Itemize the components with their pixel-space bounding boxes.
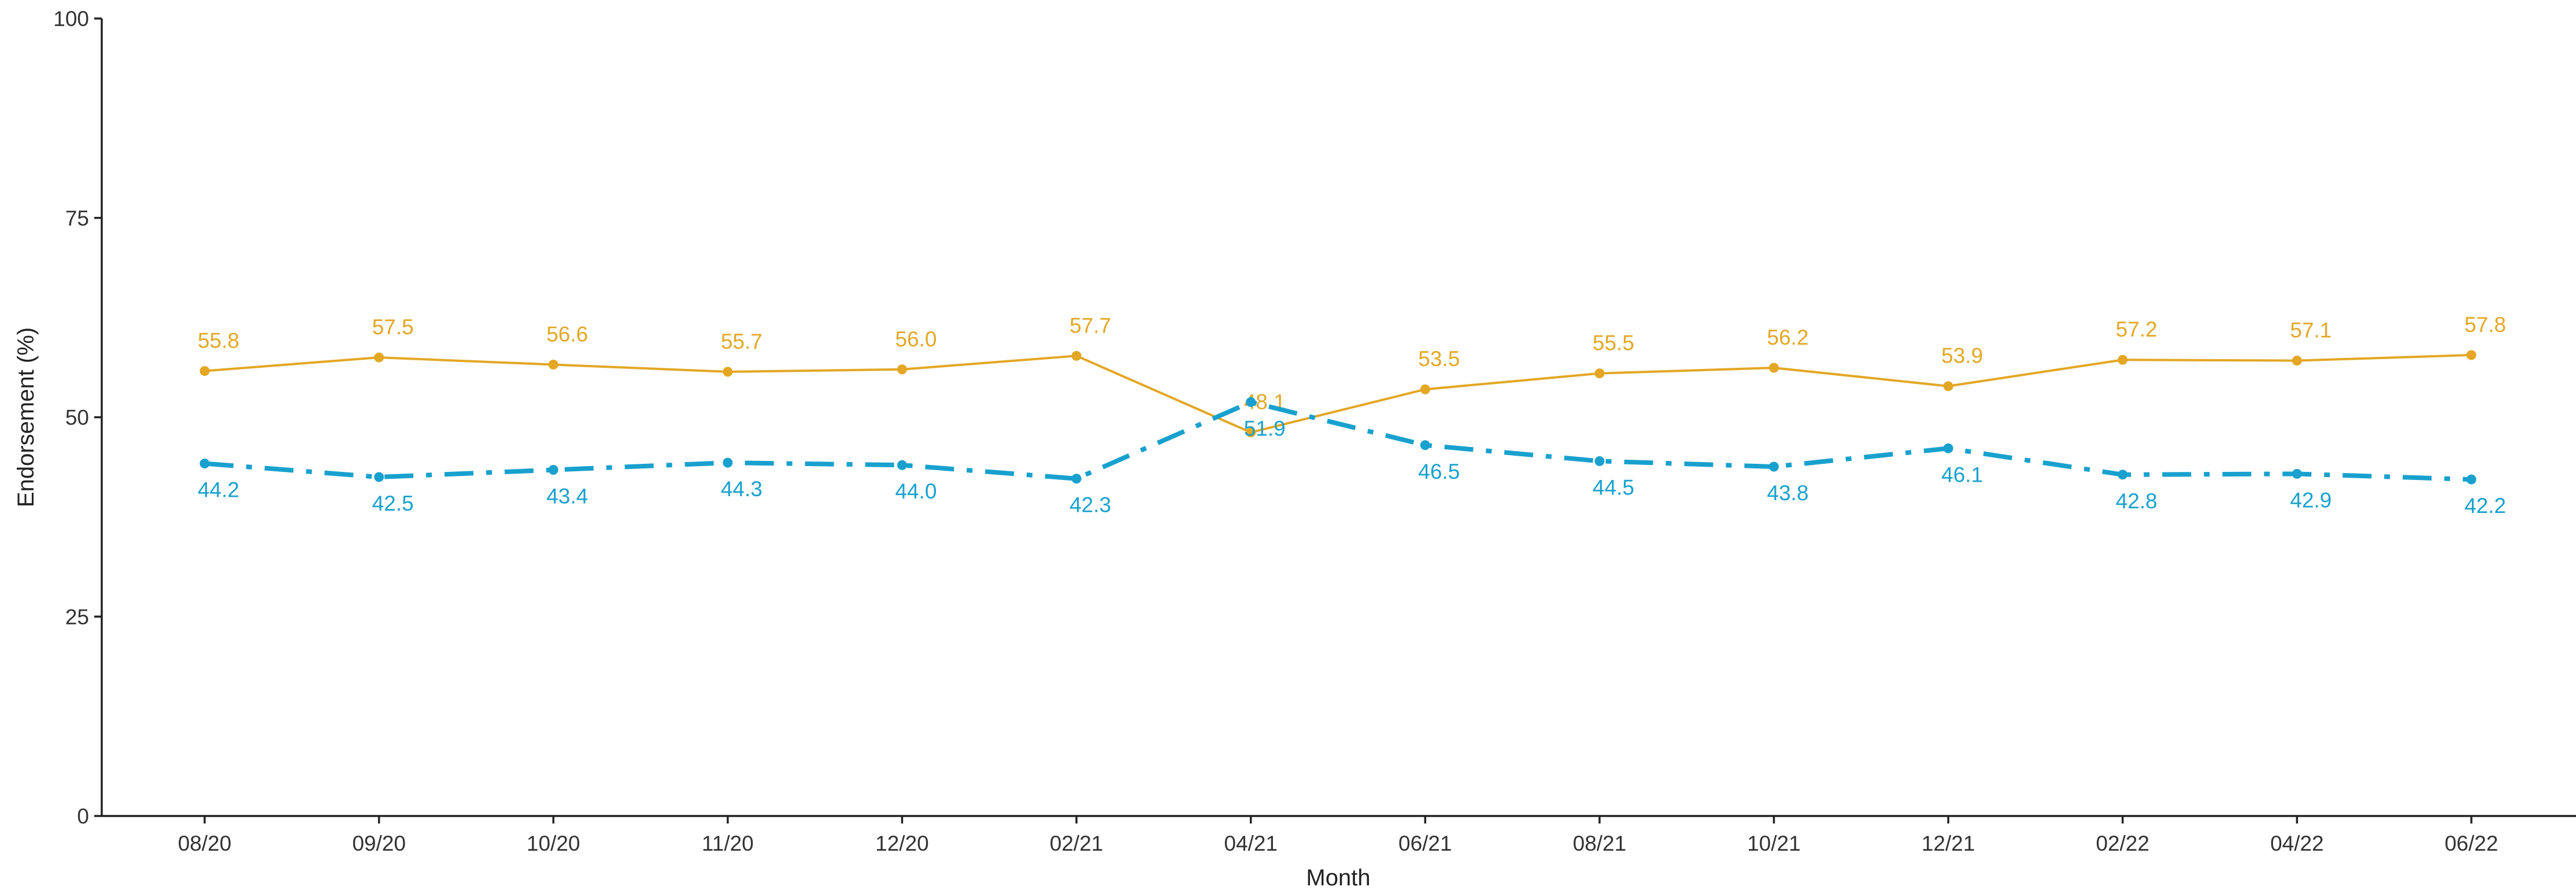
chart-axes: 0 25 50 75 100 08/20 09/20 10/20 11/20 12/20 02/2…: [13, 7, 2576, 890]
data-label: 42.9: [2290, 488, 2331, 512]
data-point: [2118, 354, 2128, 365]
x-axis-title: Month: [1306, 865, 1370, 890]
series-line: [204, 400, 2472, 482]
y-tick-label: 25: [65, 605, 89, 629]
data-label: 57.1: [2290, 319, 2331, 342]
data-label: 42.8: [2116, 489, 2157, 513]
data-label: 42.5: [372, 492, 414, 515]
data-point: [548, 465, 558, 475]
data-label: 53.9: [1941, 344, 1983, 368]
x-axis-ticks: 08/20 09/20 10/20 11/20 12/20 02/21 04/21 06/21…: [178, 816, 2499, 855]
data-label: 46.5: [1418, 460, 1460, 483]
data-label: 51.9: [1244, 416, 1286, 440]
data-point: [723, 367, 733, 377]
data-point: [2118, 470, 2128, 480]
x-tick-label: 04/22: [2270, 832, 2324, 855]
data-point: [1246, 427, 1256, 438]
data-point: [199, 458, 210, 468]
data-point: [897, 460, 907, 470]
x-tick-label: 11/20: [702, 832, 754, 855]
data-point: [1420, 384, 1430, 394]
data-label: 44.2: [198, 478, 239, 501]
data-label: 55.8: [198, 329, 239, 353]
data-point: [2292, 356, 2302, 366]
data-point: [2466, 350, 2477, 360]
data-point: [1246, 397, 1256, 407]
x-tick-label: 10/20: [527, 832, 580, 855]
data-label: 44.0: [895, 479, 937, 503]
data-point: [1594, 368, 1605, 379]
data-label: 57.5: [372, 315, 414, 339]
data-label: 42.2: [2464, 494, 2506, 518]
data-point: [548, 359, 558, 370]
data-label: 55.5: [1593, 331, 1634, 355]
data-point: [1594, 456, 1605, 466]
data-point: [374, 472, 384, 482]
data-point: [1071, 350, 1082, 361]
series-line: [204, 353, 2472, 434]
data-point: [1071, 474, 1082, 484]
y-axis-title: Endorsement (%): [13, 327, 39, 507]
data-point: [1420, 440, 1430, 450]
data-point: [1769, 461, 1779, 472]
data-point: [1769, 363, 1779, 373]
data-point: [1943, 443, 1953, 453]
x-tick-label: 02/22: [2096, 832, 2149, 855]
series-1: 55.857.5 56.6 55.7 56.057.748.153.555.5 56.2…: [198, 313, 2506, 438]
data-label: 56.6: [546, 322, 588, 346]
data-point: [1943, 381, 1953, 392]
data-label: 56.2: [1767, 326, 1809, 349]
x-tick-label: 09/20: [352, 832, 406, 855]
y-tick-label: 100: [53, 7, 89, 31]
x-tick-label: 12/21: [1922, 832, 1975, 855]
data-point: [897, 364, 907, 375]
data-label: 57.8: [2464, 313, 2506, 337]
data-label: 43.4: [546, 485, 588, 508]
y-tick-label: 75: [65, 206, 89, 230]
x-tick-label: 10/21: [1747, 832, 1801, 855]
x-tick-label: 06/22: [2445, 832, 2499, 855]
series-2: 44.2 42.5 43.4 44.3 44.0 42.3 51.9 46.5 44.5 43.8…: [198, 397, 2506, 518]
data-label: 56.0: [895, 327, 937, 351]
x-tick-label: 08/20: [178, 832, 232, 855]
data-label: 57.7: [1069, 313, 1111, 337]
chart-marks: 55.857.5 56.6 55.7 56.057.748.153.555.5 56.2…: [198, 313, 2506, 518]
data-point: [199, 366, 210, 376]
x-tick-label: 04/21: [1224, 832, 1278, 855]
y-axis-ticks: 0 25 50 75 100: [53, 7, 102, 828]
x-tick-label: 06/21: [1398, 832, 1452, 855]
y-tick-label: 50: [65, 406, 89, 430]
data-label: 43.8: [1767, 481, 1809, 505]
x-tick-label: 08/21: [1573, 832, 1627, 855]
data-point: [374, 352, 384, 363]
y-tick-label: 0: [77, 804, 89, 828]
x-tick-label: 02/21: [1050, 832, 1104, 855]
data-label: 46.1: [1941, 463, 1983, 486]
data-label: 53.5: [1418, 347, 1460, 371]
data-label: 57.2: [2116, 317, 2157, 341]
data-point: [2292, 468, 2302, 479]
data-label: 44.3: [721, 477, 763, 501]
data-point: [723, 457, 733, 468]
x-tick-label: 12/20: [875, 832, 929, 855]
data-label: 42.3: [1069, 493, 1111, 517]
data-label: 44.5: [1593, 475, 1634, 499]
data-point: [2466, 474, 2477, 485]
data-label: 55.7: [721, 330, 763, 353]
